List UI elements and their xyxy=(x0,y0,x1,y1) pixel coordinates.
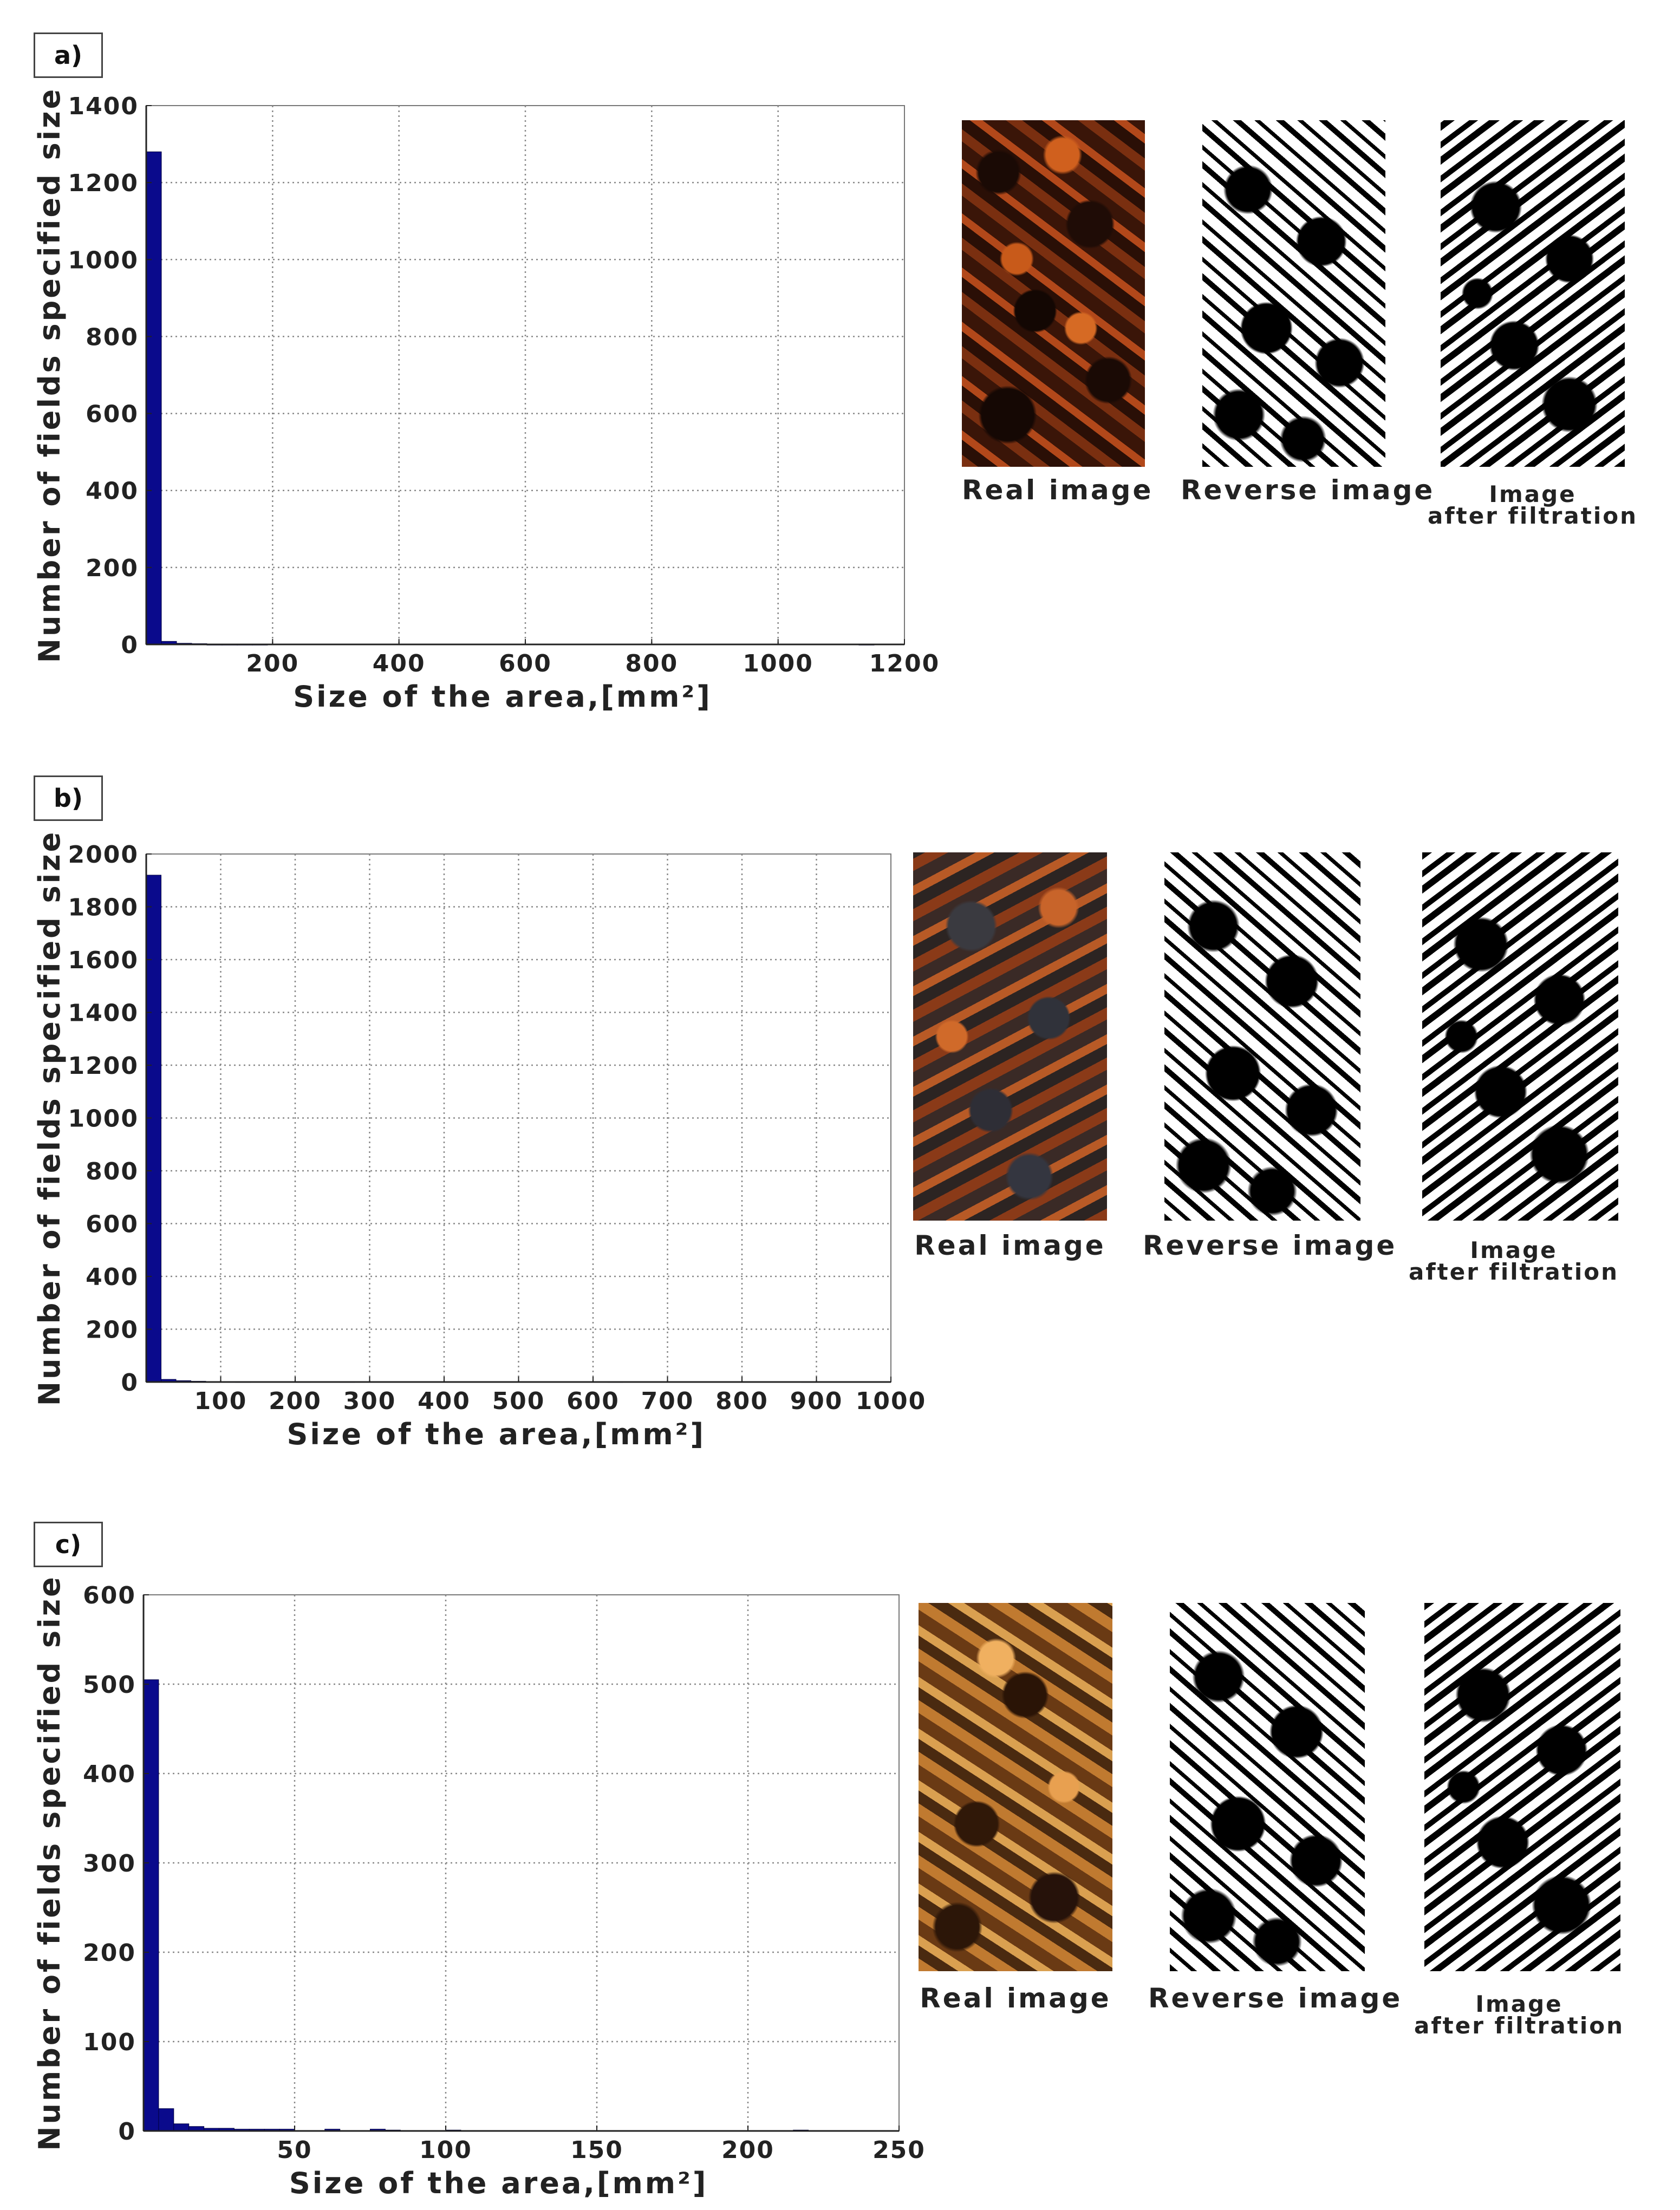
filtered-image xyxy=(1424,1603,1620,1971)
filtered-image-caption-line2: after filtration xyxy=(1428,503,1638,529)
bar xyxy=(146,151,162,645)
y-tick-label: 1400 xyxy=(68,93,139,120)
x-tick-label: 200 xyxy=(269,1387,322,1415)
x-tick-label: 800 xyxy=(715,1387,769,1415)
filtered-image-caption-line1: Image xyxy=(1475,1991,1563,2017)
y-tick-label: 500 xyxy=(83,1671,136,1699)
y-axis-title: Number of fields specified size xyxy=(32,830,67,1406)
reverse-image xyxy=(1202,120,1385,467)
x-tick-label: 700 xyxy=(641,1387,694,1415)
x-tick-label: 800 xyxy=(625,650,678,677)
y-tick-label: 1000 xyxy=(68,1105,139,1133)
bar xyxy=(143,1679,159,2131)
x-axis-title: Size of the area,[mm²] xyxy=(286,1417,706,1451)
x-tick-label: 500 xyxy=(492,1387,545,1415)
y-tick-label: 0 xyxy=(121,1369,139,1397)
x-axis-title: Size of the area,[mm²] xyxy=(289,2166,708,2200)
reverse-image-caption: Reverse image xyxy=(1148,1983,1403,2014)
panel-c: c) 0 100 200 300 400 500 600 50 100 150 200 250 Size… xyxy=(0,1522,1680,2204)
y-axis-title: Number of fields specified size xyxy=(32,1575,67,2150)
x-tick-label: 600 xyxy=(566,1387,620,1415)
y-tick-label: 1000 xyxy=(68,246,139,274)
real-image-caption: Real image xyxy=(962,474,1154,506)
y-tick-label: 1200 xyxy=(68,1052,139,1080)
x-tick-label: 200 xyxy=(721,2136,774,2164)
y-tick-label: 600 xyxy=(83,1582,136,1609)
filtered-image-caption-line2: after filtration xyxy=(1414,2012,1624,2039)
filtered-image-caption-line1: Image xyxy=(1489,481,1577,507)
bar xyxy=(173,2123,190,2131)
panel-label: c) xyxy=(34,1522,103,1567)
x-tick-label: 1000 xyxy=(856,1387,926,1415)
y-tick-label: 600 xyxy=(86,1211,139,1238)
filtered-image xyxy=(1422,852,1618,1221)
y-tick-label: 1800 xyxy=(68,894,139,922)
reverse-image-caption: Reverse image xyxy=(1143,1230,1397,1261)
bar xyxy=(158,2108,174,2131)
y-tick-label: 800 xyxy=(86,323,139,351)
y-tick-label: 1400 xyxy=(68,1000,139,1027)
y-tick-label: 600 xyxy=(86,401,139,428)
x-tick-label: 1200 xyxy=(869,650,940,677)
y-tick-label: 800 xyxy=(86,1158,139,1185)
x-tick-label: 100 xyxy=(419,2136,472,2164)
y-tick-label: 1600 xyxy=(68,947,139,974)
real-image-caption: Real image xyxy=(914,1230,1106,1261)
bar xyxy=(146,875,161,1383)
panel-a: a) 0 200 400 600 800 1000 1200 1400 200 400 600 800… xyxy=(0,32,1680,715)
reverse-image xyxy=(1170,1603,1365,1971)
real-image-caption: Real image xyxy=(920,1983,1111,2014)
x-axis-title: Size of the area,[mm²] xyxy=(293,680,712,714)
y-tick-label: 200 xyxy=(86,1316,139,1344)
y-tick-label: 400 xyxy=(86,1263,139,1291)
y-tick-label: 400 xyxy=(83,1761,136,1788)
panel-label: a) xyxy=(34,32,103,78)
real-image xyxy=(913,852,1107,1221)
histogram-chart: 0 100 200 300 400 500 600 50 100 150 200 250 Size of… xyxy=(32,1575,926,2200)
real-image xyxy=(919,1603,1112,1971)
y-tick-label: 300 xyxy=(83,1850,136,1877)
y-axis-title: Number of fields specified size xyxy=(32,87,67,663)
x-tick-label: 400 xyxy=(373,650,426,677)
filtered-image-caption-line2: after filtration xyxy=(1409,1259,1619,1285)
y-tick-label: 400 xyxy=(86,478,139,505)
x-tick-label: 900 xyxy=(790,1387,843,1415)
histogram-chart: 0 200 400 600 800 1000 1200 1400 1600 1800 2000 100… xyxy=(32,830,926,1451)
reverse-image-caption: Reverse image xyxy=(1181,474,1435,506)
panel-label: b) xyxy=(34,775,103,821)
y-tick-label: 200 xyxy=(83,1939,136,1967)
x-tick-label: 150 xyxy=(570,2136,623,2164)
x-tick-label: 300 xyxy=(343,1387,396,1415)
y-tick-label: 0 xyxy=(121,631,139,659)
y-tick-label: 200 xyxy=(86,555,139,582)
x-tick-label: 50 xyxy=(277,2136,312,2164)
y-tick-label: 100 xyxy=(83,2029,136,2056)
real-image xyxy=(962,120,1145,467)
filtered-image-caption-line1: Image xyxy=(1470,1237,1558,1263)
y-tick-label: 2000 xyxy=(68,841,139,869)
reverse-image xyxy=(1164,852,1360,1221)
filtered-image xyxy=(1441,120,1625,467)
y-tick-label: 1200 xyxy=(68,170,139,197)
histogram-chart: 0 200 400 600 800 1000 1200 1400 200 400 600 800 100… xyxy=(32,87,940,714)
x-tick-label: 1000 xyxy=(743,650,813,677)
panel-b: b) 0 200 400 600 800 1000 1200 1400 1600 1800 2000… xyxy=(0,775,1680,1458)
x-tick-label: 200 xyxy=(246,650,299,677)
x-tick-label: 600 xyxy=(499,650,552,677)
x-tick-label: 250 xyxy=(872,2136,926,2164)
x-tick-label: 100 xyxy=(194,1387,248,1415)
y-tick-label: 0 xyxy=(118,2118,136,2146)
x-tick-label: 400 xyxy=(418,1387,471,1415)
